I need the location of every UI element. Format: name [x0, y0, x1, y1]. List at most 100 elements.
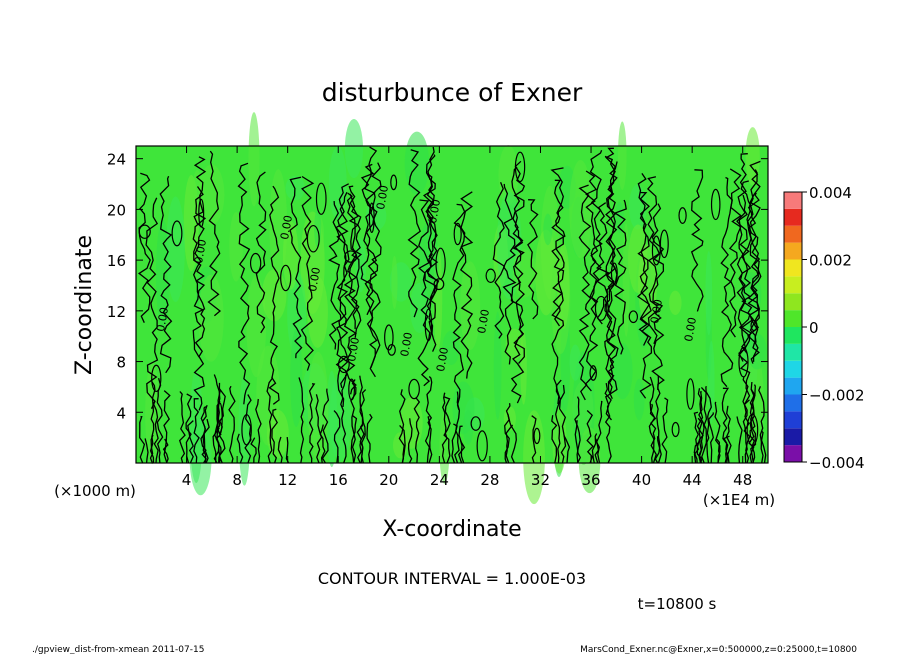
colorbar-cell — [784, 276, 802, 294]
colorbar-tick-label: 0.002 — [809, 252, 852, 270]
contour-label: 0.00 — [374, 184, 391, 210]
contour-line — [504, 413, 510, 464]
colorbar-cell — [784, 259, 802, 277]
contour-loop — [241, 414, 252, 446]
contour-loop — [485, 268, 496, 283]
contour-line — [589, 150, 603, 304]
contour-line — [554, 179, 566, 327]
colorbar-cell — [784, 327, 802, 344]
contour-line — [443, 396, 451, 464]
contour-loop — [217, 402, 223, 435]
field-patch — [512, 249, 537, 298]
footer-left: ./gpview_dist-from-xmean 2011-07-15 — [32, 645, 204, 654]
x-tick-label: 32 — [531, 471, 550, 489]
contour-line — [250, 437, 257, 464]
x-tick-label: 16 — [329, 471, 348, 489]
contour-line — [605, 161, 619, 400]
x-unit-right: (×1E4 m) — [703, 491, 775, 509]
time-text: t=10800 s — [638, 595, 717, 613]
colorbar-cell — [784, 225, 802, 243]
contour-line — [144, 438, 149, 464]
contour-line — [417, 199, 431, 387]
contour-label: 0.00 — [278, 214, 295, 240]
contour-line — [586, 410, 594, 464]
contour-line — [749, 384, 757, 464]
field-patch — [287, 270, 307, 357]
contour-line — [298, 377, 305, 464]
field-patch — [503, 406, 516, 431]
contour-lines — [137, 146, 767, 464]
colorbar-cell — [784, 445, 802, 462]
contour-loop — [384, 324, 394, 351]
colorbar-cell — [784, 310, 802, 327]
y-tick-label: 12 — [107, 303, 126, 321]
colorbar-cell — [784, 377, 802, 395]
contour-label: 0.00 — [434, 346, 451, 372]
contour-loop — [424, 308, 433, 342]
field-patch — [400, 397, 423, 449]
contour-line — [574, 396, 581, 464]
contour-line — [192, 156, 207, 358]
contour-line — [266, 376, 273, 464]
contour-loop — [171, 220, 183, 247]
contour-line — [760, 430, 767, 464]
contour-line — [289, 176, 303, 359]
field-patch — [328, 146, 347, 221]
footer-right: MarsCond_Exner.nc@Exner,x=0:500000,z=0:2… — [580, 645, 857, 654]
contour-loop — [433, 278, 445, 291]
contour-line — [551, 415, 558, 464]
y-tick-label: 16 — [107, 252, 126, 270]
contour-line — [594, 438, 600, 464]
contour-loop — [368, 202, 375, 234]
contour-line — [159, 175, 173, 374]
field-patch — [633, 378, 645, 421]
contour-line — [563, 435, 571, 464]
contour-line — [300, 175, 315, 371]
x-tick-label: 48 — [733, 471, 752, 489]
contour-line — [510, 424, 517, 464]
contour-line — [152, 400, 159, 464]
contour-loop — [710, 188, 721, 221]
x-tick-label: 4 — [182, 471, 192, 489]
contour-line — [360, 389, 367, 464]
contour-line — [492, 181, 506, 339]
contour-line — [139, 415, 146, 464]
plot-area: 0.00 0.00 0.00 0.00 0.00 0.00 0.00 0.00 0.00 0.00… — [135, 112, 769, 505]
contour-line — [555, 379, 562, 464]
contour-line — [271, 408, 278, 464]
field-patch — [708, 340, 715, 424]
field-patch — [269, 169, 288, 281]
contour-line — [255, 398, 262, 464]
contour-line — [716, 438, 721, 464]
contour-line — [696, 388, 704, 464]
contour-loop — [337, 355, 350, 374]
contour-loop — [750, 319, 758, 332]
contour-line — [690, 169, 704, 312]
contour-line — [187, 420, 194, 464]
contour-loop — [746, 413, 759, 447]
field-patch — [266, 409, 289, 459]
colorbar-cell — [784, 293, 802, 311]
contour-line — [137, 172, 151, 323]
x-tick-label: 20 — [379, 471, 398, 489]
contour-line — [340, 374, 347, 464]
x-axis-ticks: 4 8 12 16 20 24 28 32 36 40 44 48 — [182, 146, 752, 489]
field-patch — [307, 351, 329, 462]
contour-line — [321, 388, 330, 464]
contour-line — [454, 391, 461, 464]
contour-line — [236, 433, 244, 464]
field-patch — [569, 344, 581, 381]
contour-line — [698, 390, 705, 464]
x-unit-left: (×1000 m) — [54, 482, 136, 500]
contour-line — [708, 412, 714, 464]
contour-loop — [390, 174, 398, 191]
field-patch — [669, 290, 682, 315]
contour-line — [203, 418, 210, 464]
plot-frame — [135, 145, 769, 464]
x-tick-label: 44 — [683, 471, 702, 489]
colorbar-tick-label: 0 — [809, 319, 819, 337]
contour-line — [578, 184, 592, 401]
x-tick-label: 24 — [430, 471, 449, 489]
contour-loop — [476, 430, 488, 462]
contour-line — [319, 424, 326, 464]
